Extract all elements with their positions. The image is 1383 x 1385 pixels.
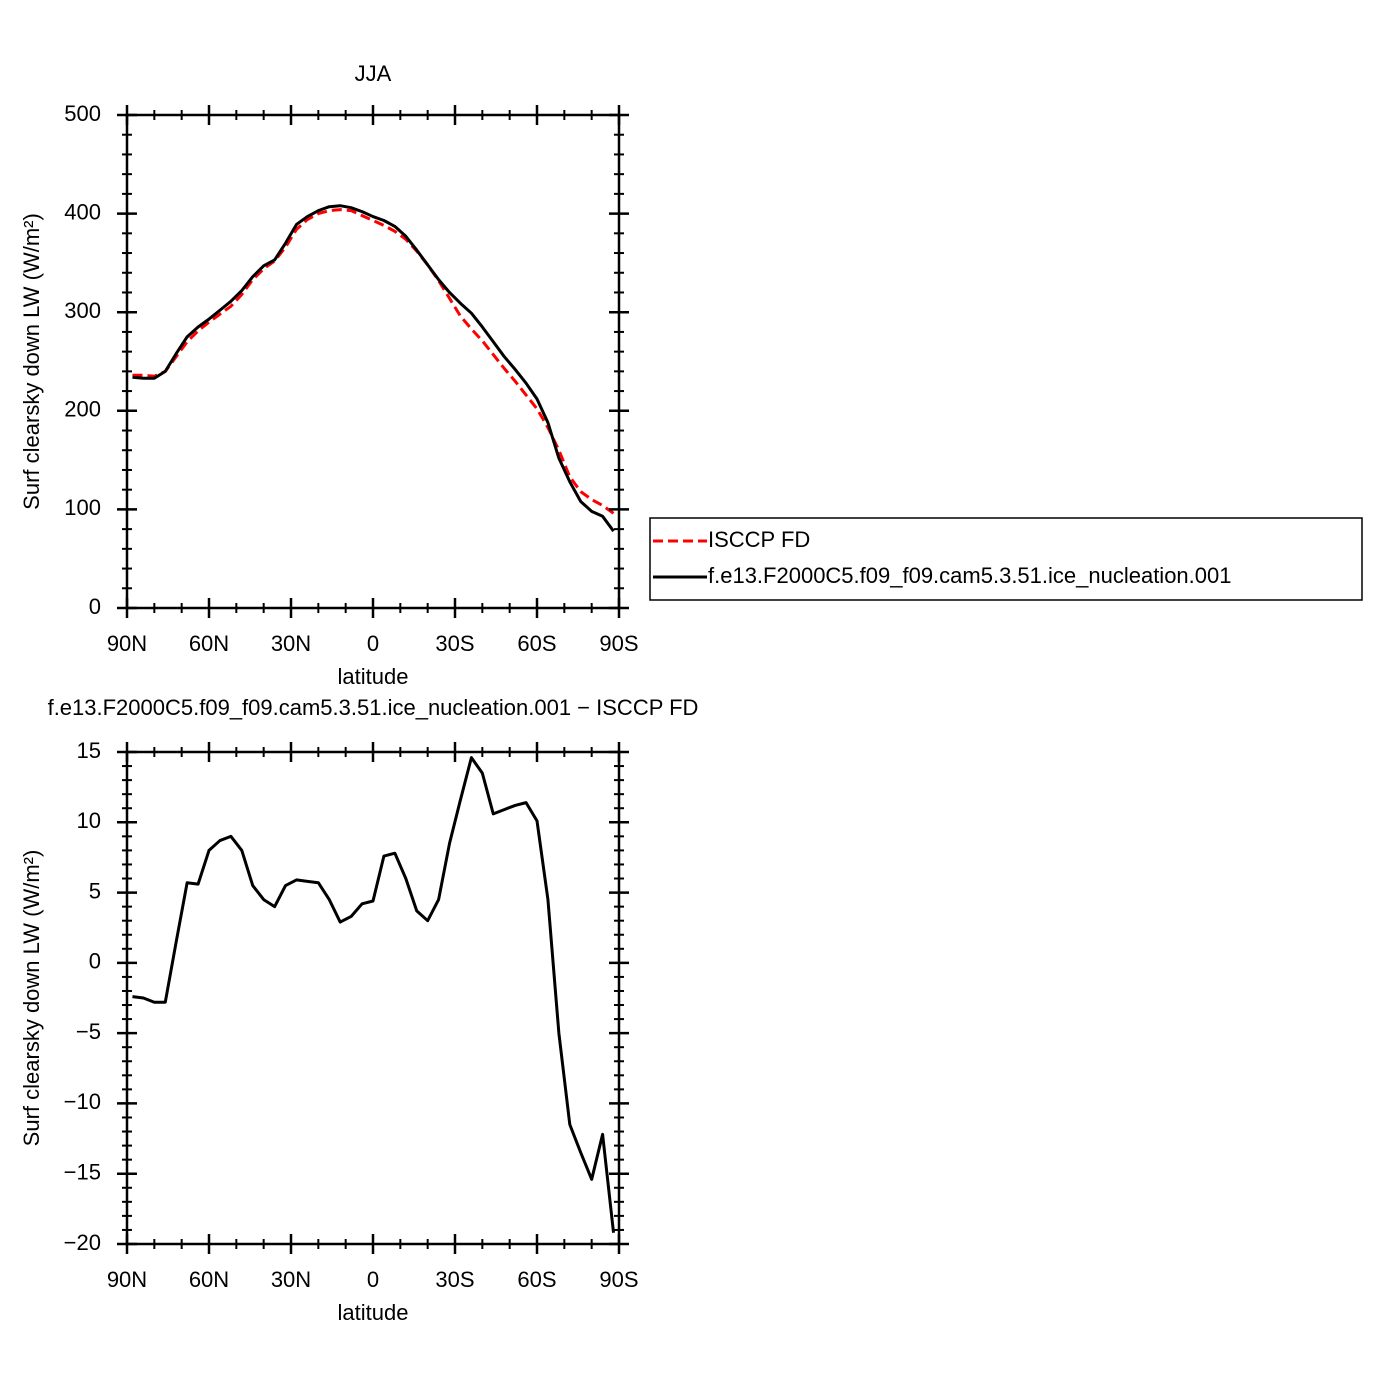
y-tick-label: 0: [89, 594, 101, 619]
x-tick-label: 60N: [189, 631, 229, 656]
x-tick-label: 30S: [435, 1267, 474, 1292]
y-tick-label: 500: [64, 101, 101, 126]
x-tick-label: 60S: [517, 631, 556, 656]
legend-label: f.e13.F2000C5.f09_f09.cam5.3.51.ice_nucl…: [708, 563, 1232, 588]
y-tick-label: 0: [89, 949, 101, 974]
x-axis-label: latitude: [338, 1300, 409, 1325]
legend-label: ISCCP FD: [708, 527, 810, 552]
y-axis-label: Surf clearsky down LW (W/m²): [19, 850, 44, 1147]
y-tick-label: 200: [64, 397, 101, 422]
chart-title: f.e13.F2000C5.f09_f09.cam5.3.51.ice_nucl…: [48, 695, 699, 720]
x-tick-label: 30N: [271, 631, 311, 656]
y-tick-label: 5: [89, 878, 101, 903]
y-tick-label: −15: [64, 1160, 101, 1185]
y-tick-label: −10: [64, 1089, 101, 1114]
y-tick-label: 300: [64, 298, 101, 323]
x-tick-label: 90S: [599, 631, 638, 656]
x-tick-label: 30S: [435, 631, 474, 656]
chart-title: JJA: [355, 61, 392, 86]
y-tick-label: −5: [76, 1019, 101, 1044]
x-tick-label: 90S: [599, 1267, 638, 1292]
y-tick-label: 10: [77, 808, 101, 833]
data-line: [132, 208, 615, 515]
x-tick-label: 0: [367, 631, 379, 656]
y-tick-label: 400: [64, 199, 101, 224]
x-tick-label: 60S: [517, 1267, 556, 1292]
y-tick-label: 100: [64, 495, 101, 520]
plot-frame: [125, 750, 621, 1246]
legend-box: [649, 517, 1363, 601]
data-line: [132, 204, 615, 532]
x-tick-label: 60N: [189, 1267, 229, 1292]
x-tick-label: 90N: [107, 1267, 147, 1292]
y-axis-label: Surf clearsky down LW (W/m²): [19, 213, 44, 510]
y-tick-label: −20: [64, 1230, 101, 1255]
y-tick-label: 15: [77, 738, 101, 763]
x-axis-label: latitude: [338, 664, 409, 689]
x-tick-label: 90N: [107, 631, 147, 656]
legend: ISCCP FD f.e13.F2000C5.f09_f09.cam5.3.51.…: [649, 517, 1363, 601]
x-tick-label: 30N: [271, 1267, 311, 1292]
x-tick-label: 0: [367, 1267, 379, 1292]
plot-frame: [125, 113, 621, 610]
data-line: [132, 756, 616, 1233]
